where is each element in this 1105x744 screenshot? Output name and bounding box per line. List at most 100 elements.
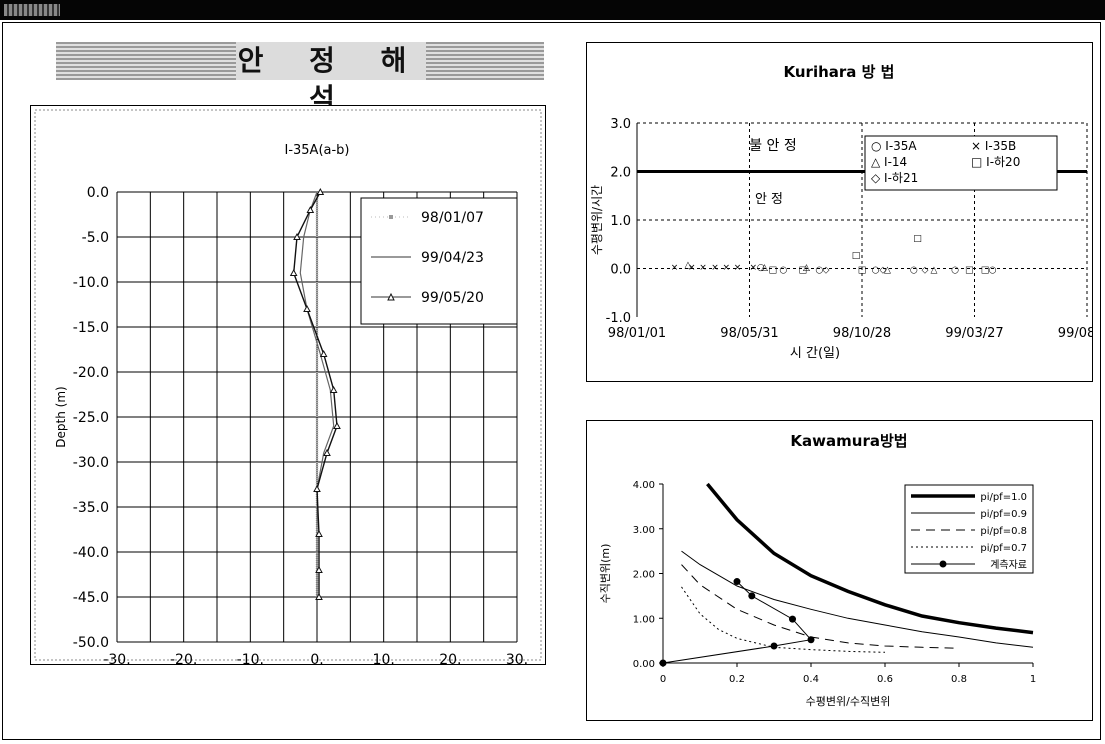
data-point-1: ○ [989, 266, 997, 276]
legend-box [864, 135, 1058, 191]
x-tick-label: 0.8 [951, 674, 967, 685]
y-tick-label: 0.0 [610, 263, 631, 278]
data-point-4: □ [768, 266, 777, 276]
x-tick-label: -20. [170, 652, 197, 664]
x-tick-label: 98/10/28 [833, 326, 891, 341]
data-point-triangle [316, 187, 325, 195]
y-tick-label: 1.00 [633, 614, 655, 625]
legend-label: 98/01/07 [421, 210, 484, 226]
data-point-5: ◇ [880, 266, 887, 276]
x-tick-label: 0.4 [803, 674, 819, 685]
x-tick-label: 0. [310, 652, 323, 664]
depth-chart-panel: I-35A(a-b) 0.0 -5.0 -10.0 -15.0 -20.0 -25.0 -30… [30, 105, 546, 668]
data-point-5: ◇ [922, 266, 929, 276]
data-point-2: × [711, 263, 719, 273]
chart-frame [34, 109, 542, 661]
zone-label-stable: 안 정 [755, 192, 783, 207]
legend-label: pi/pf=1.0 [980, 492, 1027, 503]
data-point-1: ○ [757, 263, 765, 273]
data-point-measured [733, 578, 741, 586]
legend-marker-square [389, 215, 393, 219]
legend-label: pi/pf=0.7 [980, 543, 1027, 554]
kurihara-chart-panel: Kurihara 방 법 3.0 2.0 1.0 0.0 -1.0 98/01/01 98/0… [586, 42, 1105, 382]
data-point-4: □ [913, 234, 922, 244]
data-point-triangle [329, 385, 338, 393]
series-line-3 [681, 564, 960, 649]
y-tick-label: -20.0 [73, 365, 109, 381]
data-point-2: × [688, 263, 696, 273]
x-axis-label: 시 간(일) [790, 346, 840, 361]
x-tick-label: 98/01/01 [608, 326, 666, 341]
x-tick-label: 99/03/27 [945, 326, 1003, 341]
data-point-4: □ [852, 251, 861, 261]
data-point-2: × [749, 263, 757, 273]
data-point-measured [770, 642, 778, 650]
y-tick-label: 0.00 [633, 659, 655, 670]
legend-label: □ I-하20 [971, 155, 1020, 169]
x-tick-label: 0.6 [877, 674, 893, 685]
data-point-3: △ [931, 266, 938, 276]
legend-label: ○ I-35A [871, 139, 917, 153]
data-point-1: ○ [872, 266, 880, 276]
data-point-triangle [306, 205, 315, 213]
legend-label: pi/pf=0.8 [980, 526, 1027, 537]
data-point-1: ○ [951, 266, 959, 276]
data-point-1: ○ [815, 266, 823, 276]
x-tick-label: 20. [439, 652, 461, 664]
y-tick-label: 3.00 [633, 525, 655, 536]
y-tick-label: -40.0 [73, 545, 109, 561]
data-point-measured [789, 615, 796, 623]
legend-label: 계측자료 [990, 559, 1027, 571]
data-point-2: × [722, 263, 730, 273]
series-line-4 [681, 586, 886, 653]
data-point-triangle [315, 529, 323, 537]
legend-box [360, 197, 518, 325]
y-axis-label: Depth (m) [54, 386, 68, 447]
y-tick-label: -35.0 [73, 500, 109, 516]
data-point-triangle [303, 304, 311, 312]
data-point-triangle [289, 268, 298, 276]
series-line-1 [706, 482, 1034, 635]
y-tick-label: -10.0 [73, 275, 109, 291]
chart-title: Kurihara 방 법 [784, 63, 895, 81]
legend-label: × I-35B [971, 139, 1016, 153]
data-point-1: ○ [779, 266, 787, 276]
legend-label: △ I-14 [871, 155, 907, 169]
data-point-triangle [333, 421, 341, 429]
data-point-2: × [699, 263, 707, 273]
y-tick-label: 0.0 [87, 185, 109, 201]
series-line-2 [681, 550, 1034, 648]
y-tick-label: -1.0 [606, 311, 631, 326]
x-tick-label: 98/05/31 [720, 326, 778, 341]
legend-label: ◇ I-하21 [871, 171, 918, 185]
data-point-5: ◇ [823, 266, 830, 276]
y-tick-label: -15.0 [73, 320, 109, 336]
series-line-5 [662, 581, 812, 664]
legend-marker-dot [939, 560, 947, 568]
y-tick-label: -25.0 [73, 410, 109, 426]
x-axis-label: 수평변위/수직변위 [806, 695, 891, 708]
data-point-2: × [734, 263, 742, 273]
depth-chart: I-35A(a-b) 0.0 -5.0 -10.0 -15.0 -20.0 -25.0 -30… [34, 109, 542, 668]
legend-label: 99/05/20 [421, 290, 484, 306]
data-point-triangle [315, 565, 323, 573]
legend-label: 99/04/23 [421, 250, 484, 266]
data-point-triangle [313, 484, 321, 492]
y-tick-label: 3.0 [610, 117, 631, 132]
x-tick-label: 0 [660, 674, 666, 685]
y-tick-label: -50.0 [73, 635, 109, 651]
data-point-triangle [315, 592, 323, 600]
data-point-4: □ [965, 266, 974, 276]
section-banner: 안 정 해 석 [56, 42, 544, 115]
data-point-3: △ [803, 263, 810, 273]
legend-label: pi/pf=0.9 [980, 509, 1027, 520]
data-point-measured [748, 592, 756, 600]
data-point-measured [807, 636, 815, 644]
data-point-3: △ [685, 261, 692, 271]
x-tick-label: 99/08/24 [1058, 326, 1092, 341]
app-icon [4, 4, 60, 16]
data-point-4: □ [798, 266, 807, 276]
section-title: 안 정 해 석 [236, 42, 426, 115]
legend-box [904, 484, 1034, 574]
kawamura-chart-panel: Kawamura방법 4.00 3.00 2.00 1.00 0.00 0 0.2 0.4 0.6… [586, 420, 1093, 721]
